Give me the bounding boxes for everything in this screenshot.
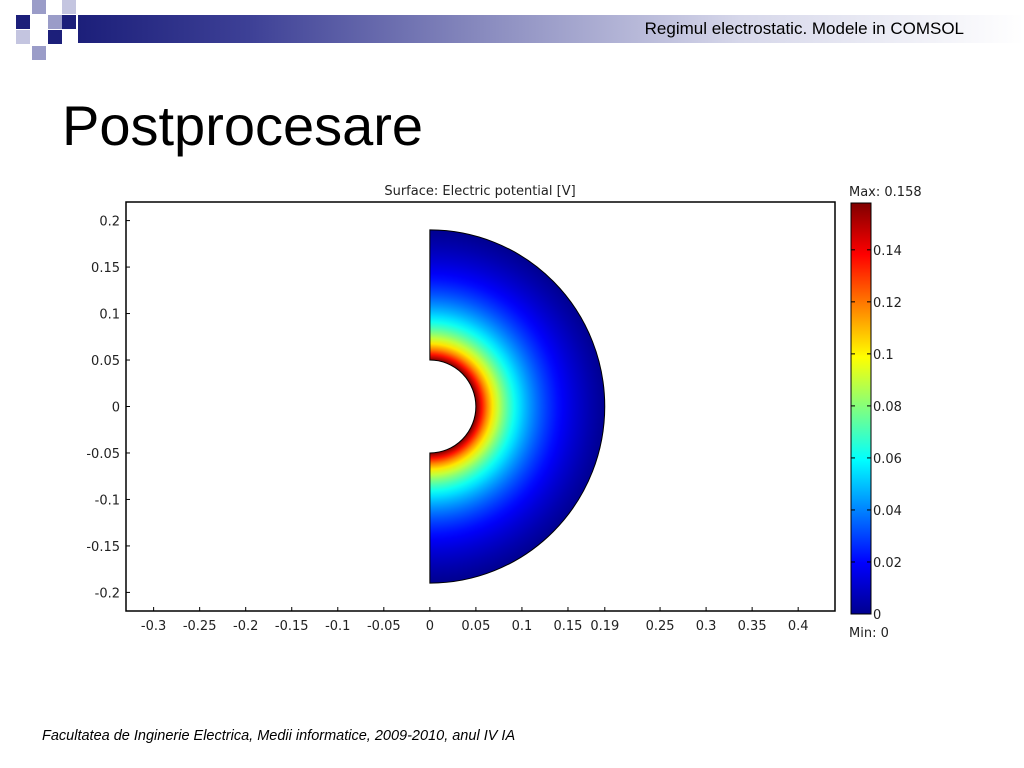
- y-tick-label: -0.05: [86, 447, 120, 462]
- decor-square-light: [32, 0, 46, 14]
- x-tick-label: 0.15: [553, 619, 582, 634]
- y-tick-label: 0: [112, 401, 120, 416]
- y-tick-label: -0.15: [86, 540, 120, 555]
- x-tick-label: -0.2: [233, 619, 258, 634]
- x-tick-label: 0.19: [590, 619, 619, 634]
- x-tick-label: 0.3: [696, 619, 717, 634]
- colorbar-max-label: Max: 0.158: [849, 185, 922, 200]
- decor-square-light: [32, 46, 46, 60]
- header-band: Regimul electrostatic. Modele in COMSOL: [0, 0, 1024, 62]
- header-gradient-bar: [78, 15, 1024, 43]
- x-tick-label: -0.15: [275, 619, 309, 634]
- y-tick-label: -0.2: [95, 586, 120, 601]
- y-tick-label: 0.15: [91, 261, 120, 276]
- decor-square-dark: [62, 15, 76, 29]
- x-tick-label: -0.3: [141, 619, 166, 634]
- x-tick-label: -0.05: [367, 619, 401, 634]
- header-text: Regimul electrostatic. Modele in COMSOL: [644, 19, 964, 38]
- x-tick-label: 0.05: [461, 619, 490, 634]
- colorbar-tick-label: 0.06: [873, 452, 902, 467]
- x-axis: -0.3 -0.25 -0.2 -0.15 -0.1 -0.05 0 0.05 0.1 0.15 0…: [141, 607, 809, 634]
- decor-square-light: [48, 15, 62, 29]
- decor-square-dark: [48, 30, 62, 44]
- y-axis: 0.2 0.15 0.1 0.05 0 -0.05 -0.1 -0.15 -0.2: [86, 215, 130, 601]
- y-tick-label: 0.1: [99, 308, 120, 323]
- plot-title: Surface: Electric potential [V]: [384, 184, 575, 199]
- footer-text: Facultatea de Inginerie Electrica, Medii…: [42, 728, 516, 744]
- colorbar-tick-label: 0.14: [873, 244, 902, 259]
- half-annulus-domain: [429, 229, 606, 584]
- colorbar-tick-label: 0.04: [873, 504, 902, 519]
- x-tick-label: -0.25: [183, 619, 217, 634]
- colorbar-min-label: Min: 0: [849, 626, 889, 641]
- x-tick-label: 0.35: [738, 619, 767, 634]
- x-tick-label: 0.25: [646, 619, 675, 634]
- colorbar-tick-label: 0.1: [873, 348, 894, 363]
- x-tick-label: -0.1: [325, 619, 350, 634]
- x-tick-label: 0.1: [512, 619, 533, 634]
- colorbar-tick-label: 0: [873, 608, 881, 623]
- y-tick-label: 0.2: [99, 215, 120, 230]
- y-tick-label: 0.05: [91, 354, 120, 369]
- colorbar-ticks: 0 0.02 0.04 0.06 0.08 0.1 0.12 0.14: [851, 244, 902, 623]
- decor-square-light: [62, 0, 76, 14]
- colorbar: [850, 202, 872, 615]
- colorbar-tick-label: 0.12: [873, 296, 902, 311]
- colorbar-tick-label: 0.02: [873, 556, 902, 571]
- x-tick-label: 0.4: [788, 619, 809, 634]
- y-tick-label: -0.1: [95, 493, 120, 508]
- colorbar-tick-label: 0.08: [873, 400, 902, 415]
- x-tick-label: 0: [426, 619, 434, 634]
- decor-square-dark: [16, 15, 30, 29]
- decor-square-light: [16, 30, 30, 44]
- slide-title: Postprocesare: [62, 94, 424, 157]
